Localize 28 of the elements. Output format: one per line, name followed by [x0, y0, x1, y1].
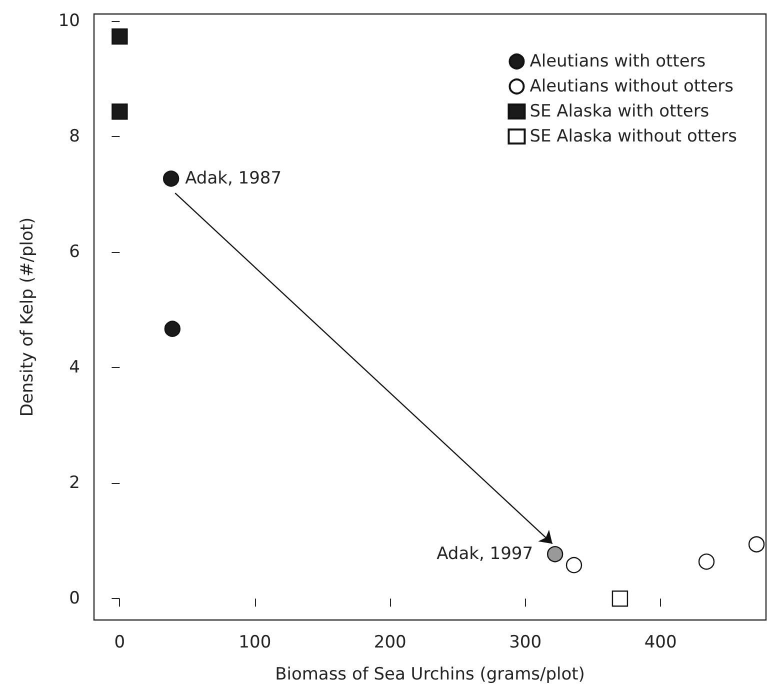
point — [162, 170, 180, 187]
y-axis-title: Density of Kelp (#/plot) — [18, 217, 38, 417]
x-tick-label: 300 — [509, 632, 542, 652]
legend-label: SE Alaska without otters — [530, 126, 738, 146]
x-tick-label: 200 — [374, 632, 406, 652]
y-tick-label: 8 — [69, 126, 80, 146]
legend-label: Aleutians without otters — [530, 76, 734, 96]
y-tick-label: 2 — [69, 473, 80, 494]
point — [546, 546, 564, 562]
y-tick-label: 6 — [69, 242, 80, 262]
legend-label: SE Alaska with otters — [530, 102, 710, 122]
point — [748, 536, 765, 552]
x-axis-title: Biomass of Sea Urchins (grams/plot) — [275, 664, 585, 684]
point — [566, 557, 582, 574]
legend-label: Aleutians with otters — [530, 52, 706, 72]
point — [164, 320, 181, 337]
y-tick-label: 4 — [69, 358, 80, 378]
x-tick-label: 0 — [114, 632, 126, 652]
point — [112, 28, 128, 45]
y-tick-label: 10 — [58, 10, 80, 31]
y-tick-label: 0 — [69, 588, 80, 609]
point — [112, 104, 128, 120]
point — [612, 590, 628, 607]
x-tick-label: 400 — [644, 632, 677, 652]
x-tick-label: 100 — [238, 632, 272, 652]
annotation: Adak, 1997 — [436, 544, 534, 564]
point — [698, 554, 715, 570]
annotation: Adak, 1987 — [185, 168, 282, 189]
